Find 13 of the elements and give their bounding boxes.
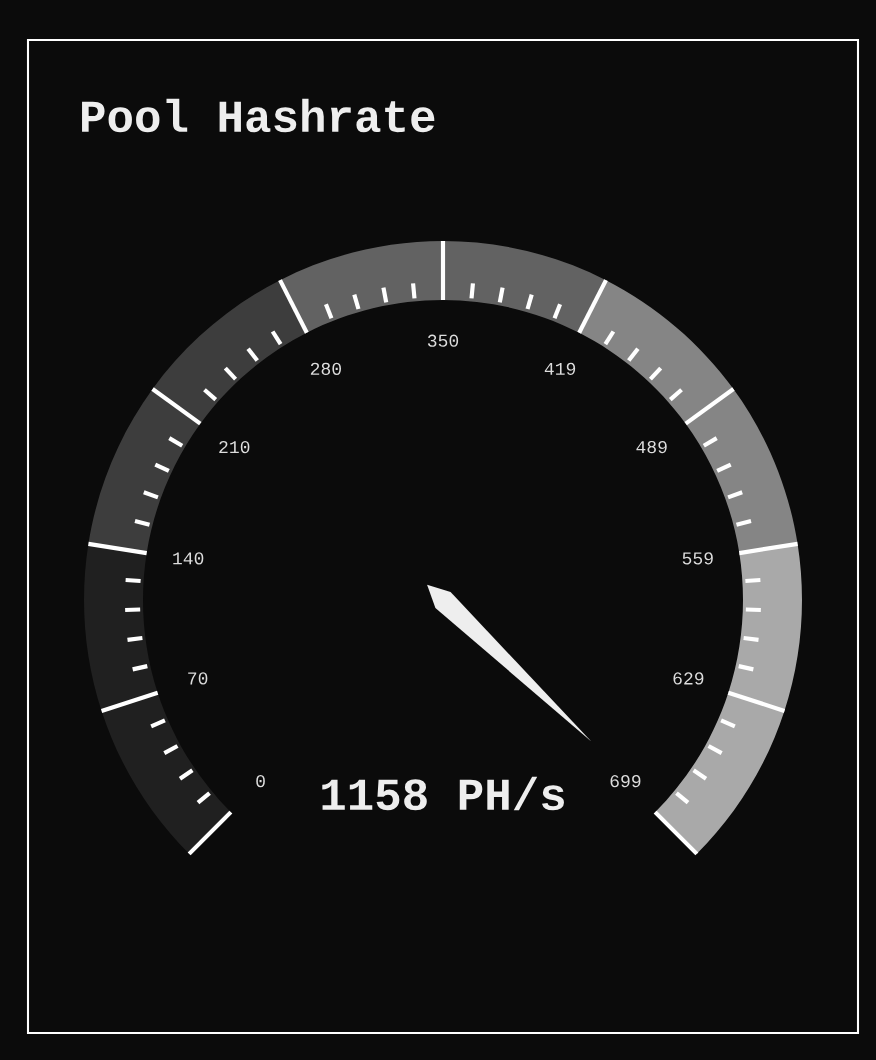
text: 559 bbox=[682, 552, 713, 565]
text: 0 bbox=[256, 775, 265, 788]
text: 350 bbox=[427, 334, 459, 347]
text: 629 bbox=[673, 672, 704, 685]
text: 210 bbox=[219, 440, 250, 454]
text: 489 bbox=[636, 440, 667, 454]
text: 70 bbox=[188, 672, 208, 685]
text: 699 bbox=[610, 775, 641, 788]
chart-title: Pool Hashrate bbox=[82, 98, 435, 133]
text: 1158 PH/s bbox=[322, 776, 564, 811]
text: 419 bbox=[544, 362, 576, 375]
text: 140 bbox=[173, 552, 204, 565]
text: 280 bbox=[310, 362, 342, 375]
